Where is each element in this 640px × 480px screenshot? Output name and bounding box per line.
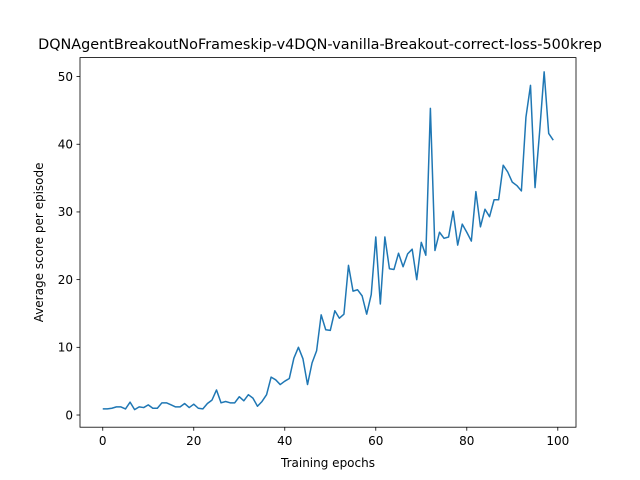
x-tick-label: 60	[368, 434, 383, 448]
x-axis-label: Training epochs	[280, 456, 375, 470]
series-line-0	[102, 71, 554, 411]
y-tick-label: 20	[58, 273, 73, 287]
plot-area	[102, 71, 554, 411]
y-axis-label: Average score per episode	[32, 162, 46, 322]
x-axis: 0 20 40 60 80 100	[99, 427, 569, 448]
x-tick-label: 80	[459, 434, 474, 448]
chart-title: DQNAgentBreakoutNoFrameskip-v4DQN-vanill…	[38, 37, 602, 53]
x-tick-label: 100	[546, 434, 569, 448]
y-tick-label: 0	[65, 408, 73, 422]
axes-frame	[79, 57, 577, 428]
y-tick-label: 30	[58, 205, 73, 219]
y-tick-label: 50	[58, 70, 73, 84]
y-tick-label: 40	[58, 138, 73, 152]
x-tick-label: 0	[99, 434, 107, 448]
x-tick-label: 40	[277, 434, 292, 448]
y-axis: 0 10 20 30 40 50	[58, 70, 80, 422]
y-tick-label: 10	[58, 341, 73, 355]
x-tick-label: 20	[186, 434, 201, 448]
